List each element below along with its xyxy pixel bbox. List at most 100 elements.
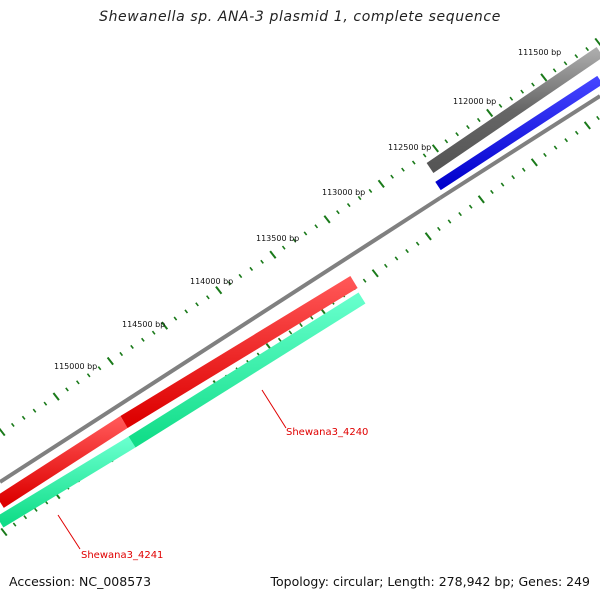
outer-tick-minor bbox=[227, 281, 232, 286]
inner-tick-minor bbox=[33, 507, 38, 512]
outer-tick-minor bbox=[498, 103, 503, 108]
outer-tick-minor bbox=[574, 54, 579, 59]
outer-tick-minor bbox=[249, 266, 254, 271]
inner-tick-minor bbox=[543, 152, 547, 158]
outer-tick-major bbox=[377, 179, 385, 188]
inner-tick-minor bbox=[521, 167, 526, 172]
outer-tick-minor bbox=[206, 295, 210, 300]
outer-tick-minor bbox=[390, 174, 394, 179]
outer-tick-minor bbox=[260, 259, 264, 264]
outer-tick-major bbox=[160, 321, 169, 330]
inner-tick-major bbox=[371, 269, 379, 278]
inner-tick-minor bbox=[437, 226, 441, 231]
outer-tick-minor bbox=[552, 68, 557, 73]
outer-tick-minor bbox=[444, 139, 449, 144]
bp-tick-label: 112500 bp bbox=[388, 143, 431, 152]
features-layer bbox=[0, 47, 600, 528]
inner-tick-major bbox=[583, 121, 591, 130]
gene-green-lower bbox=[0, 436, 136, 528]
outer-tick-minor bbox=[97, 366, 102, 371]
outer-tick-minor bbox=[520, 89, 525, 94]
inner-tick-minor bbox=[299, 322, 303, 328]
outer-tick-minor bbox=[173, 316, 178, 321]
bp-tick-label: 112000 bp bbox=[453, 97, 496, 106]
gene-label-shewana3-4241: Shewana3_4241 bbox=[81, 550, 163, 561]
outer-tick-major bbox=[486, 108, 494, 118]
gene-label-leader-4241 bbox=[57, 514, 81, 550]
inner-tick-major bbox=[0, 527, 8, 537]
inner-tick-minor bbox=[12, 522, 17, 527]
outer-tick-minor bbox=[281, 245, 286, 250]
outer-tick-minor bbox=[346, 203, 351, 208]
outer-tick-major bbox=[215, 286, 223, 295]
gene-dark-gray bbox=[426, 47, 600, 173]
inner-tick-minor bbox=[288, 330, 293, 335]
outer-tick-minor bbox=[75, 380, 80, 385]
gene-red-4241 bbox=[0, 416, 128, 508]
outer-tick-minor bbox=[476, 117, 481, 123]
outer-tick-minor bbox=[65, 387, 69, 392]
outer-tick-minor bbox=[238, 273, 243, 279]
inner-tick-minor bbox=[383, 263, 388, 268]
gene-blue bbox=[435, 75, 600, 191]
outer-tick-minor bbox=[531, 82, 535, 87]
gene-label-shewana3-4240: Shewana3_4240 bbox=[286, 427, 368, 438]
outer-tick-major bbox=[594, 37, 600, 47]
outer-tick-minor bbox=[21, 415, 26, 420]
outer-tick-major bbox=[0, 427, 6, 437]
inner-tick-minor bbox=[574, 130, 579, 135]
inner-tick-major bbox=[477, 195, 485, 204]
gene-green-upper bbox=[128, 292, 366, 448]
outer-tick-minor bbox=[86, 373, 91, 378]
bp-tick-label: 114000 bp bbox=[190, 277, 233, 286]
bp-tick-label: 113500 bp bbox=[256, 234, 299, 243]
bp-tick-label: 115000 bp bbox=[54, 362, 97, 371]
backbone-track-upper bbox=[438, 94, 600, 200]
backbone-track bbox=[0, 196, 442, 484]
tick-labels-layer: 111500 bp 112000 bp 112500 bp 113000 bp 1135… bbox=[54, 48, 561, 371]
inner-tick-minor bbox=[468, 204, 473, 209]
outer-tick-major bbox=[106, 356, 114, 366]
inner-tick-minor bbox=[277, 337, 282, 342]
accession-text: Accession: NC_008573 bbox=[9, 574, 152, 589]
inner-tick-minor bbox=[309, 315, 314, 320]
outer-tick-minor bbox=[411, 160, 416, 165]
outer-tick-minor bbox=[455, 132, 459, 137]
inner-tick-minor bbox=[553, 145, 558, 150]
outer-tick-minor bbox=[43, 401, 48, 406]
outer-tick-minor bbox=[292, 238, 297, 243]
outer-tick-minor bbox=[314, 224, 319, 229]
outer-tick-marks bbox=[0, 37, 600, 437]
outer-tick-minor bbox=[141, 337, 145, 342]
outer-tick-minor bbox=[151, 330, 156, 335]
outer-tick-minor bbox=[466, 125, 470, 130]
inner-tick-minor bbox=[511, 175, 516, 180]
page-title: Shewanella sp. ANA-3 plasmid 1, complete… bbox=[99, 9, 501, 25]
gene-red-4240 bbox=[120, 276, 358, 428]
outer-tick-minor bbox=[368, 188, 373, 193]
gene-labels-layer: Shewana3_4240 Shewana3_4241 bbox=[57, 389, 368, 561]
bp-tick-label: 111500 bp bbox=[518, 48, 561, 57]
gene-label-leader-4240 bbox=[261, 389, 287, 429]
outer-tick-major bbox=[323, 215, 331, 224]
inner-tick-minor bbox=[447, 219, 452, 224]
inner-tick-major bbox=[530, 158, 538, 167]
inner-tick-minor bbox=[500, 182, 505, 187]
outer-tick-minor bbox=[130, 344, 134, 349]
outer-tick-minor bbox=[10, 422, 15, 427]
inner-tick-minor bbox=[490, 189, 494, 194]
inner-tick-minor bbox=[23, 515, 28, 520]
outer-tick-minor bbox=[119, 351, 124, 357]
inner-tick-minor bbox=[415, 241, 420, 246]
bp-tick-label: 114500 bp bbox=[122, 320, 165, 329]
inner-tick-minor bbox=[564, 138, 569, 143]
outer-tick-minor bbox=[401, 167, 405, 172]
outer-tick-major bbox=[540, 73, 548, 82]
inner-tick-minor bbox=[458, 212, 462, 217]
inner-tick-major bbox=[424, 232, 432, 241]
outer-tick-minor bbox=[563, 61, 568, 66]
outer-tick-minor bbox=[195, 302, 199, 307]
outer-tick-major bbox=[431, 144, 440, 153]
